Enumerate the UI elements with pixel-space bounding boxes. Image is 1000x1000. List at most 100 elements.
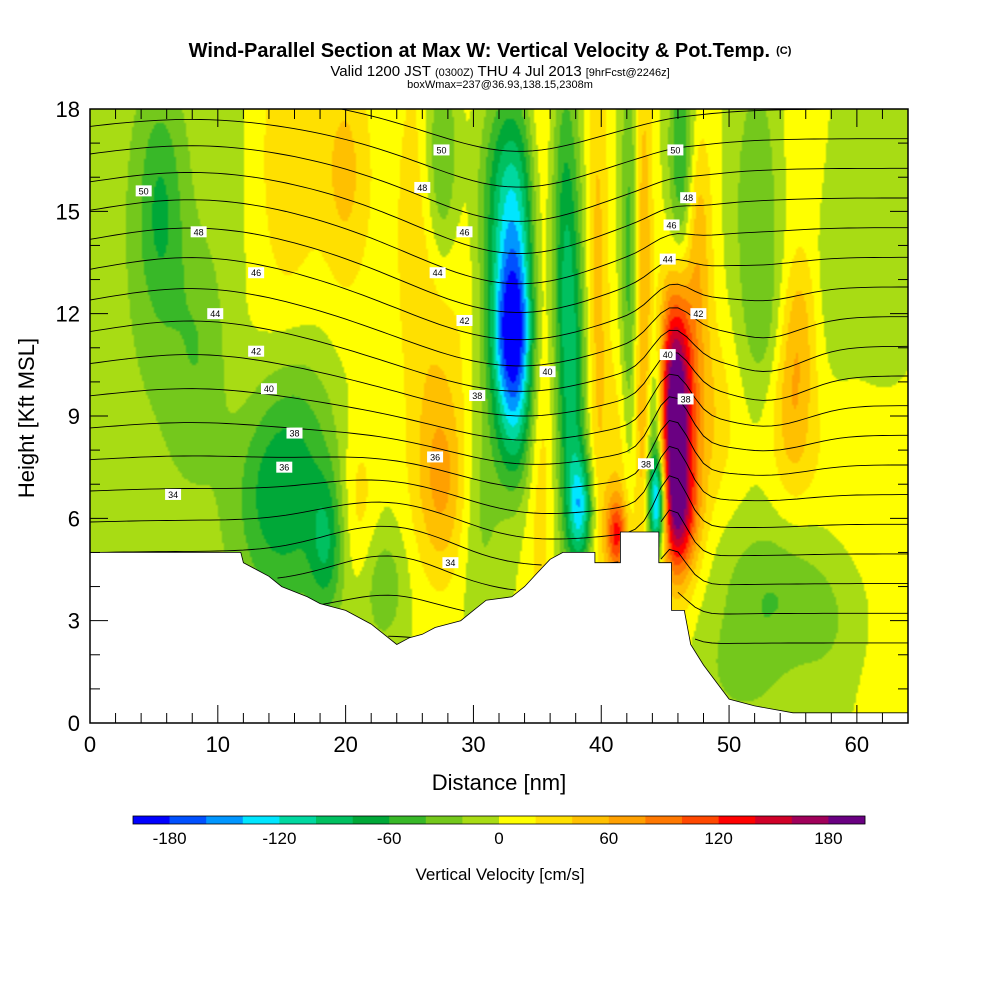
theta-contour-label-text: 48 <box>417 183 427 193</box>
theta-contour-label: 36 <box>276 461 293 473</box>
theta-contour-label-text: 40 <box>264 384 274 394</box>
x-tick-label: 30 <box>461 732 485 757</box>
x-tick-label: 60 <box>845 732 869 757</box>
colorbar-frame <box>132 815 866 825</box>
theta-contour-label-text: 48 <box>683 193 693 203</box>
theta-contour-label-text: 46 <box>251 268 261 278</box>
theta-contour-label: 48 <box>414 181 431 193</box>
theta-contour-label-text: 42 <box>459 316 469 326</box>
colorbar-swatch <box>352 816 390 824</box>
colorbar-swatch <box>425 816 463 824</box>
colorbar-swatch <box>169 816 207 824</box>
theta-contour-line <box>90 351 908 417</box>
theta-contour-label: 42 <box>690 308 707 320</box>
theta-contour-line <box>90 171 908 254</box>
x-tick-label: 0 <box>84 732 96 757</box>
colorbar-tick-label: -60 <box>377 829 402 848</box>
theta-contour-label-text: 42 <box>251 347 261 357</box>
theta-contour-label: 46 <box>663 219 680 231</box>
colorbar-swatch <box>206 816 244 824</box>
colorbar-swatch <box>535 816 573 824</box>
theta-contour-label-text: 40 <box>543 367 553 377</box>
theta-contour-label: 34 <box>442 557 459 569</box>
chart-subtitle: Valid 1200 JST (0300Z) THU 4 Jul 2013 [9hrF… <box>330 63 669 80</box>
theta-contour-line <box>90 419 908 490</box>
theta-contour-label: 40 <box>260 383 277 395</box>
x-tick-label: 10 <box>206 732 230 757</box>
colorbar-tick-label: 0 <box>494 829 503 848</box>
theta-contours <box>90 109 908 644</box>
colorbar-swatch <box>755 816 793 824</box>
y-tick-label: 6 <box>68 506 80 531</box>
theta-contour-line <box>90 288 908 367</box>
colorbar-swatch <box>133 816 170 824</box>
theta-contour-label: 44 <box>659 253 676 265</box>
y-tick-label: 9 <box>68 404 80 429</box>
theta-contour-label: 50 <box>667 144 684 156</box>
theta-contour-line <box>277 548 908 591</box>
y-tick-label: 12 <box>56 302 80 327</box>
y-tick-label: 0 <box>68 711 80 736</box>
theta-contour-label-text: 44 <box>663 255 673 265</box>
theta-contour-label-text: 50 <box>436 145 446 155</box>
colorbar-swatch <box>645 816 683 824</box>
y-tick-label: 18 <box>56 97 80 122</box>
theta-contour-label: 50 <box>433 144 450 156</box>
colorbar-swatch <box>462 816 500 824</box>
colorbar-swatch <box>682 816 719 824</box>
theta-contour-line <box>90 145 908 222</box>
theta-contour-label-text: 38 <box>289 429 299 439</box>
theta-contour-line <box>320 591 908 615</box>
theta-contour-label: 48 <box>680 192 697 204</box>
theta-contour-line <box>90 445 908 514</box>
theta-contour-line <box>90 199 908 285</box>
theta-contour-label: 36 <box>427 451 444 463</box>
theta-contour-line <box>90 118 908 188</box>
colorbar-swatch <box>718 816 756 824</box>
theta-contour-label-text: 44 <box>433 268 443 278</box>
colorbar-title: Vertical Velocity [cm/s] <box>415 865 584 884</box>
colorbar-swatch <box>572 816 610 824</box>
chart-subtitle-2: boxWmax=237@36.93,138.15,2308m <box>407 79 593 91</box>
theta-contour-label: 38 <box>286 427 303 439</box>
theta-contour-label-text: 34 <box>445 558 455 568</box>
theta-contour-label: 38 <box>469 390 486 402</box>
colorbar: -180 -120 -60 0 60 120 180 <box>132 815 866 848</box>
x-axis-ticks: 0 10 20 30 40 50 60 <box>84 109 909 757</box>
y-tick-label: 3 <box>68 609 80 634</box>
theta-contour-line <box>338 109 908 152</box>
theta-contour-line <box>90 320 908 392</box>
theta-contour-label-text: 50 <box>139 186 149 196</box>
theta-contour-label: 42 <box>456 314 473 326</box>
theta-contour-label-text: 38 <box>641 459 651 469</box>
y-axis-label: Height [Kft MSL] <box>14 338 39 498</box>
theta-contour-label: 48 <box>190 226 207 238</box>
theta-contour-label-text: 42 <box>693 309 703 319</box>
theta-contour-label: 46 <box>456 226 473 238</box>
theta-contour-line <box>90 257 908 341</box>
theta-contour-label: 44 <box>429 267 446 279</box>
theta-contour-label-text: 40 <box>663 350 673 360</box>
colorbar-tick-label: -180 <box>153 829 187 848</box>
theta-contour-label: 40 <box>539 366 556 378</box>
theta-contour-label-text: 48 <box>194 227 204 237</box>
colorbar-swatch <box>389 816 427 824</box>
plot-area: 34 34 36 36 38 38 38 38 40 40 40 42 42 42 44 44 44 46 46 46… <box>89 108 909 724</box>
theta-contour-label: 40 <box>659 349 676 361</box>
x-tick-label: 20 <box>333 732 357 757</box>
colorbar-swatch <box>279 816 317 824</box>
x-axis-label: Distance [nm] <box>432 770 567 795</box>
terrain <box>90 532 908 723</box>
colorbar-swatch <box>608 816 646 824</box>
theta-contour-label-text: 36 <box>430 452 440 462</box>
theta-contour-label: 44 <box>207 308 224 320</box>
terrain-outline <box>90 531 908 714</box>
theta-contour-label-text: 38 <box>681 394 691 404</box>
theta-contour-line <box>90 227 908 313</box>
theta-contour-label: 50 <box>135 185 152 197</box>
theta-contour-label: 34 <box>165 488 182 500</box>
theta-contour-line <box>90 475 908 540</box>
theta-contour-label-text: 50 <box>670 145 680 155</box>
